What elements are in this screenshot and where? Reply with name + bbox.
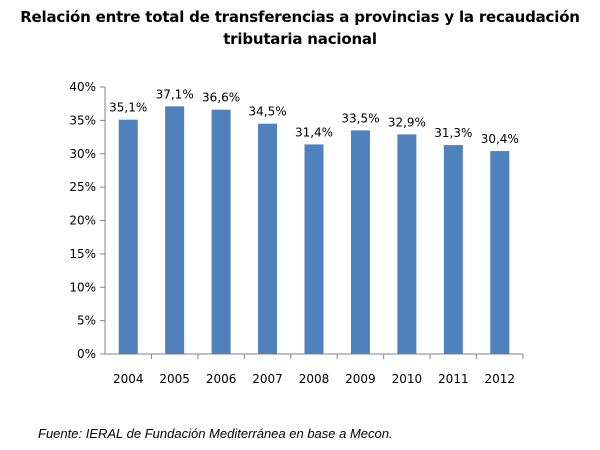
data-label-2010: 32,9% — [388, 115, 426, 129]
data-labels: 35,1% 37,1% 36,6% 34,5% 31,4% 33,5% 32,9% 31,3%… — [109, 87, 519, 146]
y-tick-label: 20% — [69, 214, 96, 228]
bar-2011 — [443, 145, 463, 354]
y-tick-label: 40% — [69, 80, 96, 94]
bar-2004 — [118, 119, 138, 355]
data-label-2004: 35,1% — [109, 101, 147, 115]
y-tick-label: 10% — [69, 280, 96, 294]
data-label-2006: 36,6% — [202, 91, 240, 105]
x-tick-label: 2006 — [206, 372, 237, 386]
data-label-2009: 33,5% — [341, 111, 379, 125]
bar-2006 — [211, 109, 231, 354]
bar-2007 — [258, 123, 278, 355]
data-label-2005: 37,1% — [156, 87, 194, 101]
x-tick-label: 2005 — [159, 372, 190, 386]
x-tick-label: 2008 — [299, 372, 330, 386]
x-tick-label: 2010 — [392, 372, 423, 386]
y-tick-label: 15% — [69, 247, 96, 261]
source-note: Fuente: IERAL de Fundación Mediterránea … — [38, 426, 393, 441]
data-label-2008: 31,4% — [295, 125, 333, 139]
bar-2008 — [304, 144, 324, 354]
chart-title-line-1: Relación entre total de transferencias a… — [20, 8, 580, 26]
bar-2012 — [490, 151, 510, 354]
bar-2009 — [350, 130, 370, 354]
data-label-2012: 30,4% — [481, 132, 519, 146]
chart-title-line-2: tributaria nacional — [223, 30, 377, 48]
bars — [118, 106, 510, 355]
y-tick-label: 0% — [77, 347, 96, 361]
bar-2005 — [165, 106, 185, 354]
y-tick-label: 5% — [77, 314, 96, 328]
x-tick-label: 2009 — [345, 372, 376, 386]
y-tick-label: 35% — [69, 113, 96, 127]
x-tick-label: 2012 — [485, 372, 516, 386]
x-tick-label: 2011 — [438, 372, 469, 386]
y-tick-label: 25% — [69, 180, 96, 194]
chart-title: Relación entre total de transferencias a… — [0, 6, 600, 50]
data-label-2011: 31,3% — [434, 126, 472, 140]
data-label-2007: 34,5% — [248, 105, 286, 119]
x-tick-label: 2004 — [113, 372, 144, 386]
y-tick-label: 30% — [69, 147, 96, 161]
bar-2010 — [397, 134, 417, 354]
x-tick-label: 2007 — [252, 372, 283, 386]
